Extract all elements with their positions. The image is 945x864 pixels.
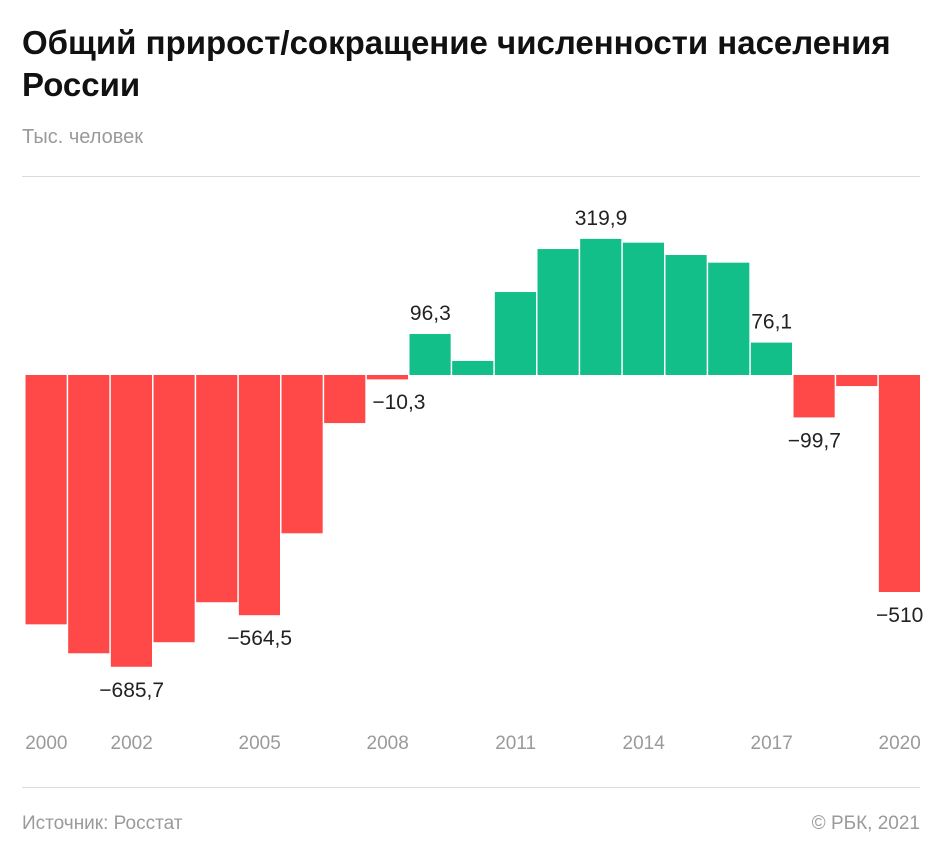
x-tick-2000: 2000 — [25, 733, 67, 754]
source-note: Источник: Росстат — [22, 813, 183, 834]
data-label-2008: −10,3 — [372, 391, 425, 414]
bar-2014 — [622, 242, 664, 375]
copyright: © РБК, 2021 — [811, 813, 920, 834]
data-label-2002: −685,7 — [99, 679, 164, 702]
data-label-2018: −99,7 — [788, 429, 841, 452]
bar-2005 — [238, 375, 280, 616]
bar-2011 — [494, 292, 536, 375]
bottom-divider — [22, 787, 920, 788]
bar-2003 — [153, 375, 195, 643]
chart-subtitle: Тыс. человек — [22, 126, 143, 148]
data-label-2005: −564,5 — [227, 627, 292, 650]
x-tick-2005: 2005 — [239, 733, 281, 754]
bar-2016 — [708, 262, 750, 375]
bar-2009 — [409, 334, 451, 375]
bar-2015 — [665, 255, 707, 375]
bar-2017 — [750, 342, 792, 375]
chart-title: Общий прирост/сокращение численности нас… — [22, 24, 891, 103]
data-label-2017: 76,1 — [751, 311, 792, 334]
data-label-2009: 96,3 — [410, 302, 451, 325]
bar-2020 — [878, 375, 920, 593]
x-tick-2017: 2017 — [751, 733, 793, 754]
x-tick-2014: 2014 — [623, 733, 666, 754]
top-divider — [22, 176, 920, 177]
bar-2008 — [366, 375, 408, 380]
bar-2006 — [281, 375, 323, 534]
data-label-2020: −510 — [876, 604, 923, 627]
bar-2013 — [580, 238, 622, 375]
x-tick-2020: 2020 — [879, 733, 921, 754]
bar-2001 — [68, 375, 110, 654]
x-tick-2011: 2011 — [495, 733, 536, 754]
bar-2018 — [793, 375, 835, 418]
x-tick-2002: 2002 — [111, 733, 153, 754]
data-label-2013: 319,9 — [575, 207, 628, 230]
bar-2000 — [25, 375, 67, 625]
bar-2007 — [324, 375, 366, 424]
bar-2004 — [196, 375, 238, 603]
bar-2012 — [537, 249, 579, 375]
bar-2010 — [452, 360, 494, 375]
bar-2002 — [110, 375, 152, 667]
x-tick-2008: 2008 — [367, 733, 409, 754]
bar-2019 — [836, 375, 878, 387]
